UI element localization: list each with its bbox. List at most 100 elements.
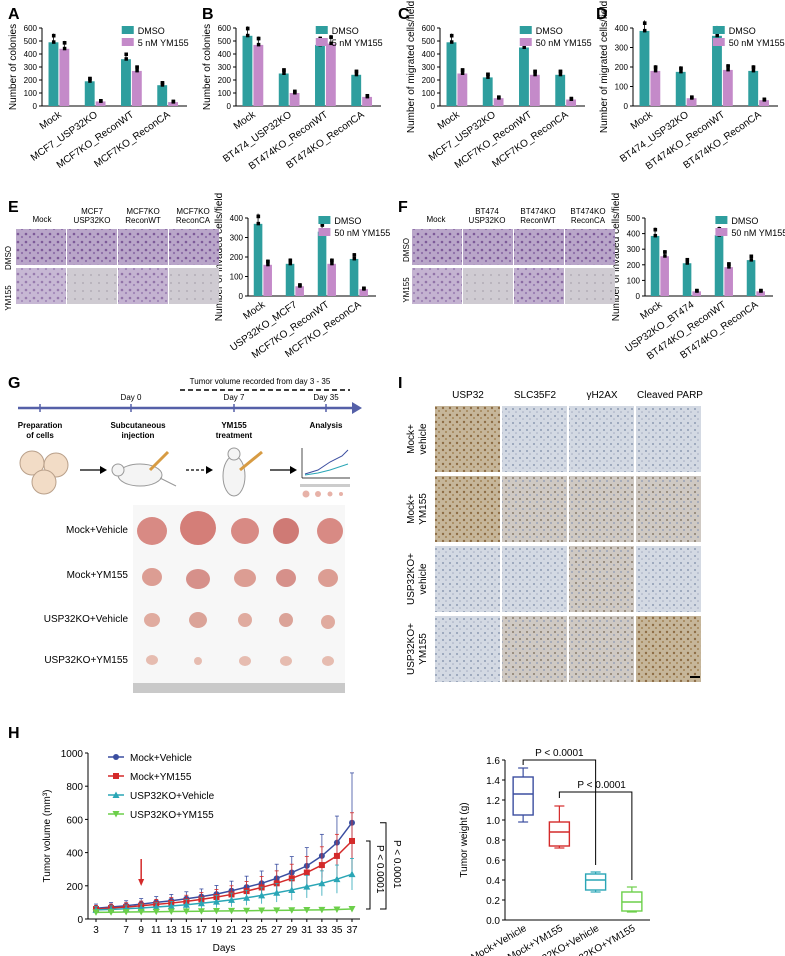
bar-MCF7KO_ReconWT-DMSO: [121, 59, 131, 106]
ihc-grid: USP32 SLC35F2 γH2AX Cleaved PARP Mock+ ve…: [406, 390, 703, 682]
bar-BT474KO_ReconCA-DMSO: [746, 260, 756, 296]
y-tick-label: 200: [24, 76, 38, 85]
bar-Mock-DMSO: [48, 42, 59, 106]
micrograph-tile: [16, 268, 66, 304]
data-point: [266, 262, 270, 267]
data-point: [642, 21, 647, 25]
bar-BT474KO_ReconCA-DMSO: [351, 74, 362, 106]
data-point: [288, 261, 293, 266]
legend-label: Mock+Vehicle: [130, 753, 192, 764]
chart-d: 0100200300400MockBT474_USP32KOBT474KO_Re…: [599, 1, 785, 172]
data-point: [212, 908, 220, 915]
data-point: [320, 223, 325, 227]
y-tick-label: 0.4: [486, 876, 500, 887]
y-tick-label: 400: [24, 50, 38, 59]
data-point: [749, 254, 754, 259]
y-tick-label: 200: [218, 76, 232, 85]
timeline-arrow: [352, 402, 362, 414]
bar-BT474KO_ReconWT-DMSO: [712, 35, 722, 106]
bar-BT474KO_ReconWT-DMSO: [714, 235, 724, 296]
panel-label-a: A: [8, 6, 20, 23]
legend-label: 50 nM YM155: [334, 228, 390, 238]
data-point: [303, 907, 311, 914]
data-point: [329, 35, 333, 39]
legend-marker: [112, 791, 120, 798]
bar-Mock-50 nM YM155: [457, 73, 468, 106]
y-tick-label: 600: [24, 24, 38, 33]
y-tick-label: 400: [66, 849, 83, 860]
data-point: [449, 33, 454, 38]
y-axis-label: Number of migrated cells/field: [406, 1, 417, 133]
data-point: [533, 69, 537, 74]
data-point: [727, 262, 731, 266]
y-axis-label: Number of invaded cells/field: [214, 193, 225, 321]
mouse-icon: [111, 450, 177, 487]
step-label: Preparation: [18, 421, 63, 430]
ihc-tile: [636, 406, 701, 472]
series-line: [95, 840, 353, 910]
bar-Mock-DMSO: [650, 235, 660, 296]
y-tick-label: 1.2: [486, 796, 500, 807]
data-point: [497, 95, 501, 99]
data-point: [685, 261, 690, 265]
day-label: Day 7: [224, 393, 245, 402]
y-axis-label: Tumor volume (mm³): [42, 790, 53, 883]
series-line: [95, 873, 353, 911]
bar-MCF7_USP32KO-DMSO: [84, 81, 95, 106]
data-point: [282, 71, 286, 75]
tumor-row: [137, 511, 343, 545]
data-point: [653, 68, 658, 73]
bar-Mock-50 nM YM155: [263, 264, 272, 296]
data-point: [690, 95, 694, 99]
data-point: [653, 233, 658, 238]
data-point: [273, 907, 281, 914]
x-axis-label: Days: [213, 943, 236, 954]
bar-BT474_USP32KO-DMSO: [278, 73, 289, 106]
data-point: [352, 253, 357, 257]
y-tick-label: 0: [239, 292, 244, 301]
data-point: [167, 908, 175, 916]
x-tick-label: 21: [226, 925, 238, 936]
step-label: Analysis: [310, 421, 343, 430]
micrograph-grid-f: Mock BT474 USP32KO BT474KO ReconWT BT474…: [402, 207, 615, 304]
data-point: [715, 33, 719, 38]
bar-Mock-DMSO: [446, 42, 457, 106]
ihc-tile: [569, 616, 634, 682]
bar-BT474KO_ReconCA-DMSO: [748, 70, 759, 106]
e-col-header-4a: MCF7KO: [176, 207, 209, 216]
mouse-icon: [222, 447, 263, 497]
bar-BT474_USP32KO-DMSO: [675, 71, 686, 106]
y-tick-label: 1000: [61, 749, 84, 760]
e-row-label-2: YM155: [4, 285, 13, 311]
x-tick-label: Mock: [629, 109, 656, 132]
micrograph-tile: [67, 229, 117, 265]
data-point: [288, 907, 296, 914]
y-tick-label: 0.2: [486, 896, 500, 907]
x-tick-label: 27: [271, 925, 283, 936]
data-point: [298, 283, 302, 287]
bar-USP32KO_MCF7-50 nM YM155: [295, 286, 304, 296]
data-point: [751, 68, 756, 73]
bar-MCF7KO_ReconWT-50 nM YM155: [529, 74, 540, 106]
data-point: [171, 99, 176, 104]
data-point: [137, 908, 145, 916]
panel-label-h: H: [8, 725, 20, 742]
data-point: [107, 909, 115, 916]
micrograph-tile: [16, 229, 66, 265]
ihc-tile: [435, 406, 500, 472]
f-col-header-4a: BT474KO: [570, 207, 605, 216]
bar-USP32KO_BT474-50 nM YM155: [692, 291, 701, 296]
y-tick-label: 600: [218, 24, 232, 33]
legend-swatch: [318, 228, 331, 236]
micrograph-tile: [118, 229, 168, 265]
sig-bracket: [522, 759, 597, 865]
ihc-row-label: vehicle: [418, 563, 429, 595]
y-tick-label: 200: [627, 261, 641, 270]
y-tick-label: 400: [627, 230, 641, 239]
data-point: [124, 57, 128, 61]
legend-swatch: [315, 38, 328, 46]
data-point: [330, 258, 334, 263]
legend-swatch: [712, 38, 725, 46]
chart-a: 0100200300400500600MockMCF7_USP32KOMCF7K…: [8, 24, 189, 171]
experiment-schematic: Tumor volume recorded from day 3 - 35 Da…: [18, 377, 362, 693]
